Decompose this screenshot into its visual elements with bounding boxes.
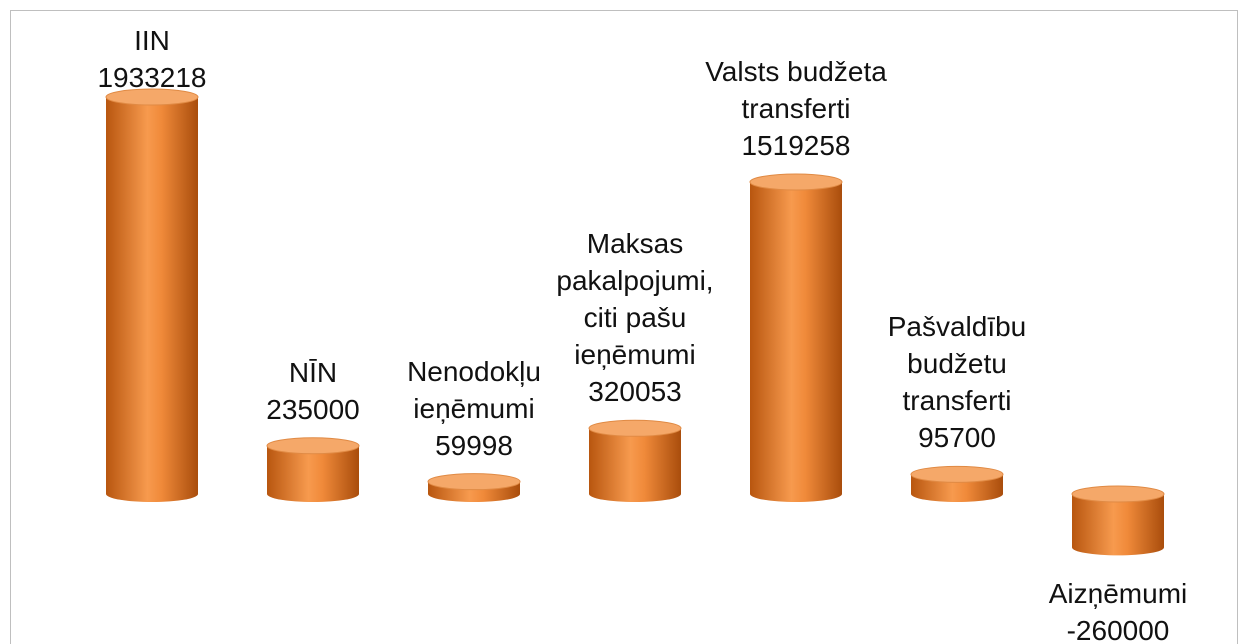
bar xyxy=(750,182,842,502)
value-label: 235000 xyxy=(266,393,360,425)
bar-top xyxy=(1071,485,1165,503)
value-label: -260000 xyxy=(1066,615,1170,644)
value-label: 320053 xyxy=(588,376,682,408)
category-label: NĪN xyxy=(288,356,338,388)
bar xyxy=(589,428,681,502)
data-label: Pašvaldību budžetu transferti 95700 xyxy=(872,308,1042,456)
category-label: IIN xyxy=(134,25,170,56)
bar-top xyxy=(588,419,682,437)
bar xyxy=(267,445,359,502)
category-label: Pašvaldību budžetu transferti xyxy=(887,311,1027,417)
bar xyxy=(106,97,198,502)
data-label: IIN 1933218 xyxy=(67,22,237,96)
value-label: 1933218 xyxy=(97,62,207,93)
category-label: Valsts budžeta transferti xyxy=(705,56,887,124)
bar-top xyxy=(266,437,360,455)
bar-top xyxy=(910,465,1004,483)
bar xyxy=(1072,494,1164,556)
value-label: 95700 xyxy=(918,422,996,454)
data-label: Valsts budžeta transferti 1519258 xyxy=(666,53,926,164)
data-label: Nenodokļu ieņēmumi 59998 xyxy=(389,353,559,464)
value-label: 59998 xyxy=(435,429,513,461)
category-label: Maksas pakalpojumi, citi pašu ieņēmumi xyxy=(556,228,714,371)
bar-top xyxy=(749,173,843,191)
category-label: Aizņēmumi xyxy=(1048,578,1188,610)
data-label: Aizņēmumi -260000 xyxy=(1023,575,1213,644)
data-label: NĪN 235000 xyxy=(228,354,398,428)
bar-top xyxy=(427,473,521,491)
chart-frame xyxy=(10,10,1238,644)
data-label: Maksas pakalpojumi, citi pašu ieņēmumi 32… xyxy=(550,225,720,410)
category-label: Nenodokļu ieņēmumi xyxy=(407,355,541,424)
value-label: 1519258 xyxy=(741,130,851,161)
bar-top xyxy=(105,88,199,106)
